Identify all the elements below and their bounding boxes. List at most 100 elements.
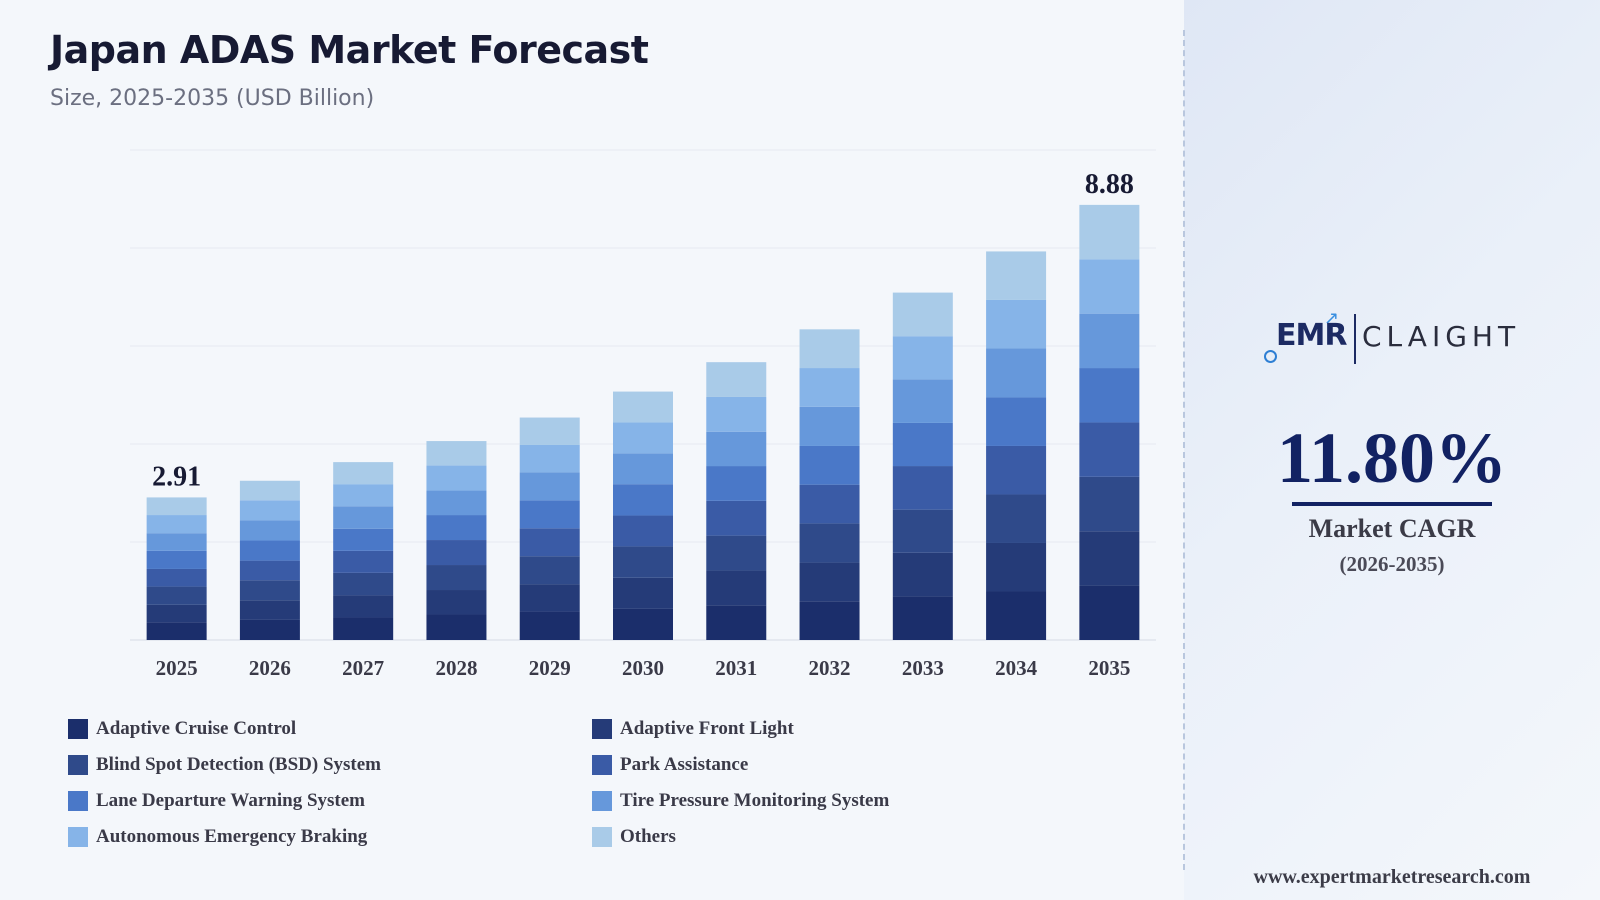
x-tick-label: 2030	[622, 656, 664, 680]
x-tick-label: 2035	[1088, 656, 1130, 680]
bar-segment	[986, 494, 1047, 543]
bar-segment	[986, 542, 1047, 592]
x-tick-label: 2031	[715, 656, 757, 680]
legend-label: Blind Spot Detection (BSD) System	[96, 754, 382, 775]
bar-segment	[799, 329, 860, 369]
legend-swatch	[592, 755, 612, 775]
legend-item: Autonomous Emergency Braking	[68, 826, 367, 848]
bar-segment	[239, 619, 300, 640]
bar-segment	[333, 484, 394, 507]
chart-title: Japan ADAS Market Forecast	[50, 28, 649, 72]
bar-segment	[426, 490, 487, 516]
bar-segment	[986, 299, 1047, 349]
legend-swatch	[592, 719, 612, 739]
bar-segment	[892, 509, 953, 553]
emr-claight-logo: ↗ EMR CLAIGHT	[1262, 308, 1522, 368]
x-tick-label: 2025	[156, 656, 198, 680]
bar-segment	[519, 528, 580, 557]
x-tick-label: 2026	[249, 656, 291, 680]
bar-segment	[426, 540, 487, 566]
bar-segment	[239, 600, 300, 620]
bar-segment	[519, 444, 580, 473]
legend-label: Adaptive Cruise Control	[96, 718, 297, 739]
bar-segment	[239, 520, 300, 541]
legend-swatch	[68, 755, 88, 775]
legend-item: Adaptive Cruise Control	[68, 718, 296, 740]
legend-swatch	[68, 719, 88, 739]
bar-segment	[1079, 313, 1140, 369]
cagr-period: (2026-2035)	[1339, 552, 1445, 576]
bar-segment	[706, 396, 767, 432]
bar-segment	[146, 550, 207, 569]
legend-label: Park Assistance	[620, 754, 749, 775]
logo-arrow-icon: ↗	[1324, 308, 1340, 329]
bar-segment	[706, 500, 767, 536]
logo-claight-text: CLAIGHT	[1362, 320, 1521, 353]
logo-emr-text: EMR	[1276, 318, 1347, 353]
cagr-panel	[1184, 0, 1600, 900]
bar-segment	[1079, 531, 1140, 586]
bar-segment	[613, 577, 673, 609]
bar-segment	[892, 552, 953, 597]
bar-segment	[426, 614, 487, 640]
bar-segment	[426, 441, 487, 466]
bar-segment	[986, 348, 1047, 398]
bar-segment	[799, 601, 860, 640]
bar-segment	[986, 251, 1047, 300]
bar-segment	[333, 528, 394, 551]
bar-segment	[519, 500, 580, 529]
bar-segment	[613, 608, 673, 640]
bar-segment	[426, 465, 487, 491]
bar-segment	[613, 484, 673, 516]
legend-label: Others	[620, 826, 676, 847]
bar-segment	[239, 500, 300, 521]
bar-segment	[613, 453, 673, 485]
bar-segment	[1079, 259, 1140, 314]
bar-segment	[892, 466, 953, 510]
bar-segment	[986, 397, 1047, 446]
bar-segment	[613, 515, 673, 547]
bar-segment	[519, 417, 580, 445]
bar-segment	[706, 466, 767, 501]
total-data-label: 2.91	[152, 461, 201, 492]
bar-segment	[519, 472, 580, 501]
bar-segment	[1079, 476, 1140, 532]
bar-segment	[706, 570, 767, 606]
bar-segment	[613, 422, 673, 454]
bar-segment	[239, 560, 300, 581]
bar-segment	[706, 535, 767, 571]
website-url: www.expertmarketresearch.com	[1253, 866, 1531, 888]
bar-segment	[799, 484, 860, 524]
bar-segment	[146, 604, 207, 623]
bar-segment	[1079, 368, 1140, 423]
bar-segment	[333, 617, 394, 640]
bar-segment	[519, 611, 580, 640]
bar-segment	[706, 431, 767, 467]
legend-item: Blind Spot Detection (BSD) System	[68, 754, 381, 776]
legend-item: Adaptive Front Light	[592, 718, 794, 740]
bar-segment	[1079, 422, 1140, 477]
bar-segment	[799, 562, 860, 602]
cagr-value: 11.80%	[1276, 418, 1508, 498]
bar-segment	[892, 596, 953, 640]
legend-label: Tire Pressure Monitoring System	[620, 790, 890, 811]
x-tick-label: 2028	[435, 656, 477, 680]
bar-segment	[333, 595, 394, 618]
legend-swatch	[68, 827, 88, 847]
bar-segment	[239, 480, 300, 501]
bar-segment	[892, 292, 953, 337]
bar-segment	[799, 523, 860, 563]
chart-subtitle: Size, 2025-2035 (USD Billion)	[50, 86, 375, 111]
bar-segment	[333, 572, 394, 596]
bar-segment	[146, 497, 207, 516]
cagr-underline	[1292, 502, 1492, 506]
bar-segment	[986, 445, 1047, 495]
bar-segment	[333, 550, 394, 573]
panel-divider	[1183, 30, 1185, 870]
bar-segment	[892, 336, 953, 380]
x-tick-label: 2029	[529, 656, 571, 680]
bar-segment	[333, 462, 394, 485]
bar-segment	[333, 506, 394, 529]
bar-segment	[239, 580, 300, 601]
legend-label: Adaptive Front Light	[620, 718, 794, 739]
